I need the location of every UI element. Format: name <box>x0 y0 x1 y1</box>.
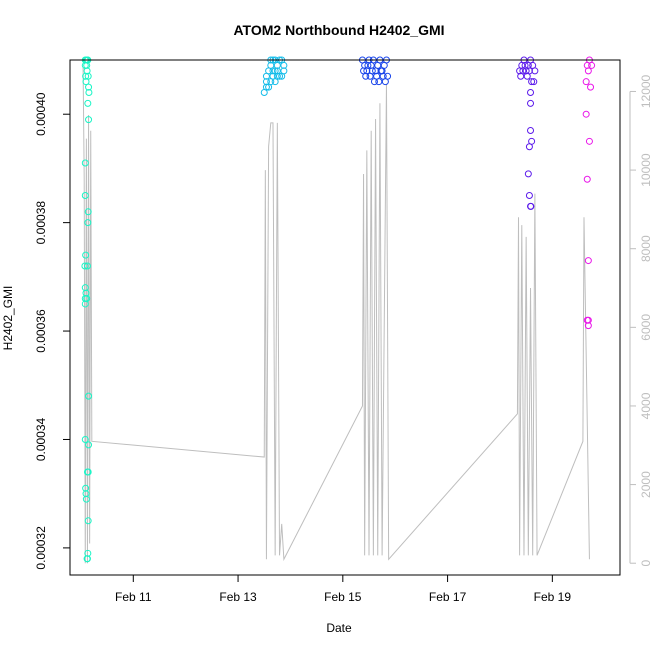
plot-frame <box>69 59 621 576</box>
data-point <box>525 67 533 75</box>
data-point <box>81 284 89 292</box>
data-point <box>524 170 532 178</box>
data-point <box>364 61 372 69</box>
x-tick-label: Feb 17 <box>429 590 467 604</box>
data-point <box>85 392 93 400</box>
y-tick-label: 0.00032 <box>34 526 48 570</box>
data-point <box>368 67 376 75</box>
data-point <box>82 495 90 503</box>
data-point <box>273 72 281 80</box>
y2-tick-label: 2000 <box>639 471 650 498</box>
data-point <box>84 208 92 216</box>
axes-layer: Feb 11 Feb 13 Feb 15 Feb 17 Feb 19 0.00032 0.0… <box>34 59 650 604</box>
data-point <box>83 262 91 270</box>
y2-tick-label: 12000 <box>639 74 650 108</box>
data-point <box>583 175 591 183</box>
data-point <box>530 78 538 86</box>
secondary-line-layer <box>82 67 590 564</box>
data-point <box>81 262 89 270</box>
secondary-series-line <box>82 67 590 564</box>
y2-tick-label: 6000 <box>639 314 650 341</box>
data-point <box>585 137 593 145</box>
data-point <box>84 517 92 525</box>
y-tick-label: 0.00034 <box>34 417 48 461</box>
data-point <box>262 83 270 91</box>
data-point <box>375 78 383 86</box>
data-point <box>527 202 535 210</box>
x-tick-label: Feb 19 <box>534 590 572 604</box>
x-axis-label: Date <box>326 621 352 635</box>
data-point <box>587 83 595 91</box>
data-point <box>83 468 91 476</box>
data-point <box>584 257 592 265</box>
chart-title: ATOM2 Northbound H2402_GMI <box>233 22 444 38</box>
data-point <box>81 435 89 443</box>
y-tick-label: 0.00038 <box>34 201 48 245</box>
y2-tick-label: 0 <box>639 560 650 567</box>
data-point <box>83 295 91 303</box>
data-point <box>85 89 93 97</box>
x-tick-label: Feb 15 <box>324 590 362 604</box>
data-point <box>83 555 91 563</box>
data-point <box>582 110 590 118</box>
data-point <box>81 159 89 167</box>
data-point <box>82 289 90 297</box>
data-point <box>528 78 536 86</box>
data-point <box>582 78 590 86</box>
data-point <box>584 67 592 75</box>
x-tick-label: Feb 11 <box>115 590 152 604</box>
data-point <box>280 67 288 75</box>
data-point <box>84 219 92 227</box>
data-point <box>85 83 93 91</box>
data-point <box>527 126 535 134</box>
data-point <box>525 143 533 151</box>
data-point <box>362 72 370 80</box>
x-tick-label: Feb 13 <box>219 590 257 604</box>
data-point <box>588 61 596 69</box>
y-axis-label: H2402_GMI <box>1 286 15 351</box>
data-point <box>84 72 92 80</box>
data-point <box>82 484 90 492</box>
data-point <box>527 89 535 97</box>
data-point <box>525 192 533 200</box>
data-point <box>84 549 92 557</box>
data-point <box>82 251 90 259</box>
data-point <box>82 490 90 498</box>
y-tick-label: 0.00040 <box>34 92 48 136</box>
data-point <box>531 67 539 75</box>
y2-tick-label: 8000 <box>639 235 650 262</box>
data-point <box>85 116 93 124</box>
data-point <box>269 67 277 75</box>
y2-tick-label: 4000 <box>639 392 650 419</box>
data-point <box>584 322 592 330</box>
data-point <box>521 61 529 69</box>
data-point <box>384 72 392 80</box>
data-point <box>85 441 93 449</box>
data-point <box>276 72 284 80</box>
y-tick-label: 0.00036 <box>34 309 48 353</box>
data-point <box>527 99 535 107</box>
data-point <box>84 99 92 107</box>
data-point <box>81 192 89 200</box>
y2-tick-label: 10000 <box>639 153 650 187</box>
